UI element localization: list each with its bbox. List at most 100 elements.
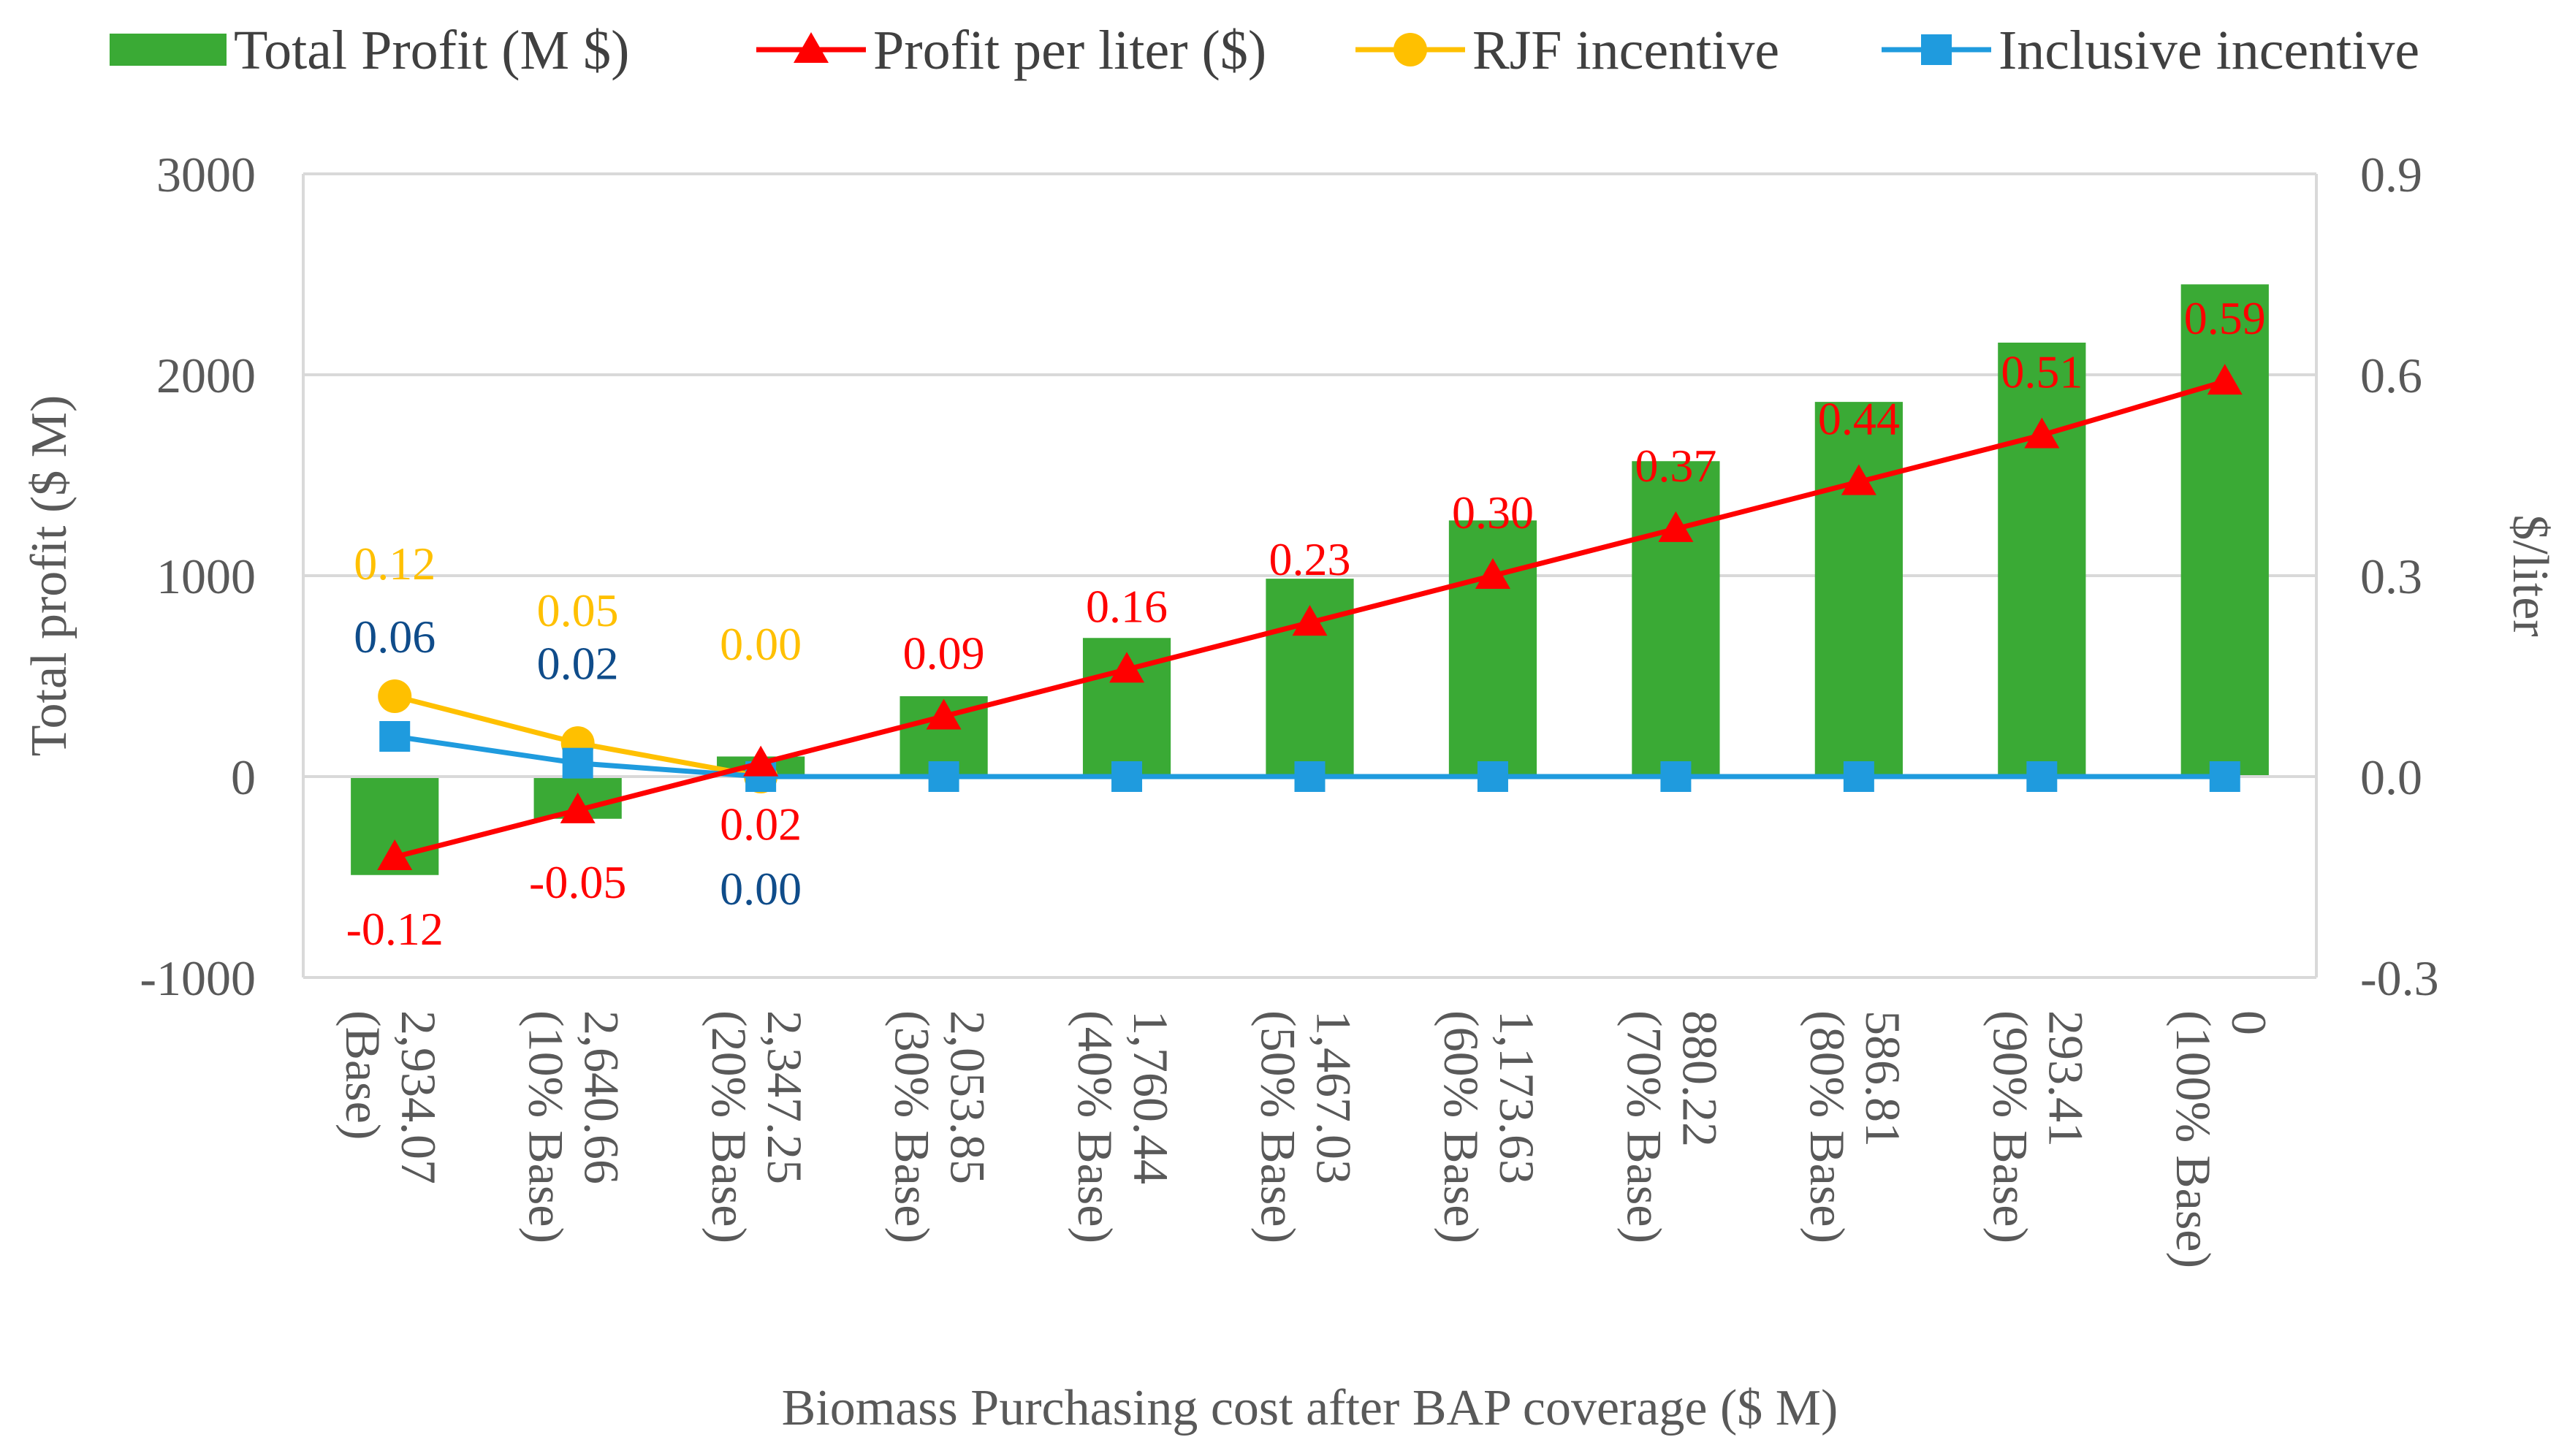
x-tick-line: 2,053.85	[940, 1010, 996, 1184]
rjf-incentive-label: 0.12	[354, 538, 436, 590]
y2-axis-title: $/liter	[2502, 514, 2558, 636]
y-tick-label: 2000	[156, 348, 256, 403]
x-tick-line: (50% Base)	[1251, 1010, 1307, 1243]
x-tick-line: (Base)	[335, 1010, 391, 1140]
triangle-marker	[1109, 652, 1145, 683]
profit-per-liter-label: 0.44	[1818, 393, 1900, 445]
y-tick-label: 3000	[156, 147, 256, 202]
x-tick-line: (60% Base)	[1434, 1010, 1489, 1243]
x-tick-line: (30% Base)	[885, 1010, 940, 1243]
profit-per-liter-label: 0.59	[2184, 292, 2266, 344]
x-tick-label: 1,467.03(50% Base)	[1251, 1010, 1362, 1243]
profit-bar	[1998, 343, 2086, 777]
y-tick-label: 0	[231, 750, 256, 805]
x-tick-label: 586.81(80% Base)	[1800, 1010, 1911, 1243]
y-tick-label: 1000	[156, 549, 256, 604]
x-tick-line: (90% Base)	[1982, 1010, 2038, 1243]
rjf-incentive-label: 0.05	[537, 584, 619, 636]
triangle-marker	[2207, 364, 2243, 395]
x-tick-line: (80% Base)	[1800, 1010, 1855, 1243]
legend-label: Inclusive incentive	[1999, 20, 2419, 81]
profit-bar	[2180, 284, 2269, 777]
x-tick-line: (40% Base)	[1068, 1010, 1123, 1243]
y2-tick-label: -0.3	[2360, 950, 2439, 1006]
square-marker	[1843, 761, 1874, 792]
x-tick-line: 586.81	[1855, 1010, 1911, 1147]
square-marker	[1294, 761, 1326, 792]
legend-swatch-bar	[110, 34, 227, 66]
x-tick-line: (10% Base)	[519, 1010, 574, 1243]
legend-label: Profit per liter ($)	[873, 20, 1266, 81]
series-lines	[377, 364, 2243, 870]
triangle-marker	[794, 32, 829, 63]
x-tick-line: (20% Base)	[701, 1010, 757, 1243]
x-tick-line: 0	[2221, 1010, 2277, 1035]
inclusive-incentive-label: 0.06	[354, 611, 436, 663]
triangle-marker	[377, 839, 413, 870]
profit-per-liter-label: 0.51	[2001, 346, 2083, 398]
y2-tick-label: 0.6	[2360, 348, 2422, 403]
x-tick-line: 2,934.07	[391, 1010, 446, 1184]
x-tick-line: 293.41	[2038, 1010, 2093, 1147]
x-tick-line: 1,467.03	[1307, 1010, 1362, 1184]
circle-marker	[1393, 33, 1427, 66]
x-tick-line: (100% Base)	[2166, 1010, 2221, 1268]
y-axis-title: Total profit ($ M)	[21, 395, 77, 757]
profit-per-liter-label: 0.30	[1452, 487, 1534, 538]
y2-tick-label: 0.0	[2360, 750, 2422, 805]
x-tick-label: 1,760.44(40% Base)	[1068, 1010, 1179, 1243]
x-tick-label: 2,640.66(10% Base)	[519, 1010, 630, 1243]
x-tick-line: 2,347.25	[757, 1010, 813, 1184]
y2-tick-label: 0.9	[2360, 147, 2422, 202]
legend: Total Profit (M $) Profit per liter ($) RJ…	[110, 20, 2419, 81]
triangle-marker	[1658, 511, 1694, 542]
x-tick-line: 1,760.44	[1123, 1010, 1179, 1184]
triangle-marker	[1292, 605, 1328, 636]
triangle-marker	[743, 745, 779, 777]
x-tick-label: 293.41(90% Base)	[1982, 1010, 2093, 1243]
square-marker	[1660, 761, 1692, 792]
circle-marker	[378, 679, 412, 713]
triangle-marker	[926, 698, 962, 730]
data-labels: -0.12 -0.05 0.02 0.09 0.16 0.23 0.30 0.37 0.44 0.…	[346, 292, 2266, 955]
square-marker	[1921, 34, 1952, 65]
y2-tick-label: 0.3	[2360, 549, 2422, 604]
profit-per-liter-label: -0.05	[529, 856, 626, 908]
square-marker	[379, 721, 411, 752]
square-marker	[562, 747, 593, 779]
x-tick-label: 1,173.63(60% Base)	[1434, 1010, 1545, 1243]
legend-label: Total Profit (M $)	[234, 20, 629, 81]
rjf-incentive-label: 0.00	[720, 618, 802, 670]
x-tick-line: (70% Base)	[1616, 1010, 1672, 1243]
profit-per-liter-label: 0.37	[1635, 440, 1716, 492]
inclusive-incentive-label: 0.00	[720, 863, 802, 915]
profit-bar	[1632, 461, 1720, 777]
profit-bar	[1814, 402, 1903, 777]
x-tick-label: 2,934.07(Base)	[335, 1010, 446, 1184]
profit-per-liter-label: 0.09	[903, 628, 985, 679]
square-marker	[1111, 761, 1143, 792]
triangle-marker	[2024, 417, 2060, 449]
x-tick-label: 2,347.25(20% Base)	[701, 1010, 813, 1243]
x-tick-label: 0(100% Base)	[2166, 1010, 2277, 1268]
y-tick-label: -1000	[140, 950, 256, 1006]
profit-per-liter-label: 0.23	[1269, 533, 1351, 585]
x-tick-label: 880.22(70% Base)	[1616, 1010, 1727, 1243]
x-tick-line: 1,173.63	[1489, 1010, 1545, 1184]
square-marker	[2209, 761, 2240, 792]
triangle-marker	[1475, 558, 1510, 589]
legend-label: RJF incentive	[1472, 20, 1779, 81]
square-marker	[928, 761, 959, 792]
tick-labels: -1000 0 1000 2000 3000 -0.3 0.0 0.3 0.6 0.9 2,934.…	[140, 147, 2438, 1268]
square-marker	[1477, 761, 1508, 792]
inclusive-incentive-label: 0.02	[537, 638, 619, 690]
x-tick-label: 2,053.85(30% Base)	[885, 1010, 996, 1243]
x-axis-title: Biomass Purchasing cost after BAP covera…	[782, 1380, 1838, 1436]
square-marker	[2026, 761, 2058, 792]
profit-per-liter-label: 0.02	[720, 798, 802, 850]
triangle-marker	[1841, 464, 1876, 495]
profit-per-liter-label: 0.16	[1086, 580, 1168, 632]
x-tick-line: 2,640.66	[574, 1010, 630, 1184]
triangle-marker	[560, 792, 596, 823]
